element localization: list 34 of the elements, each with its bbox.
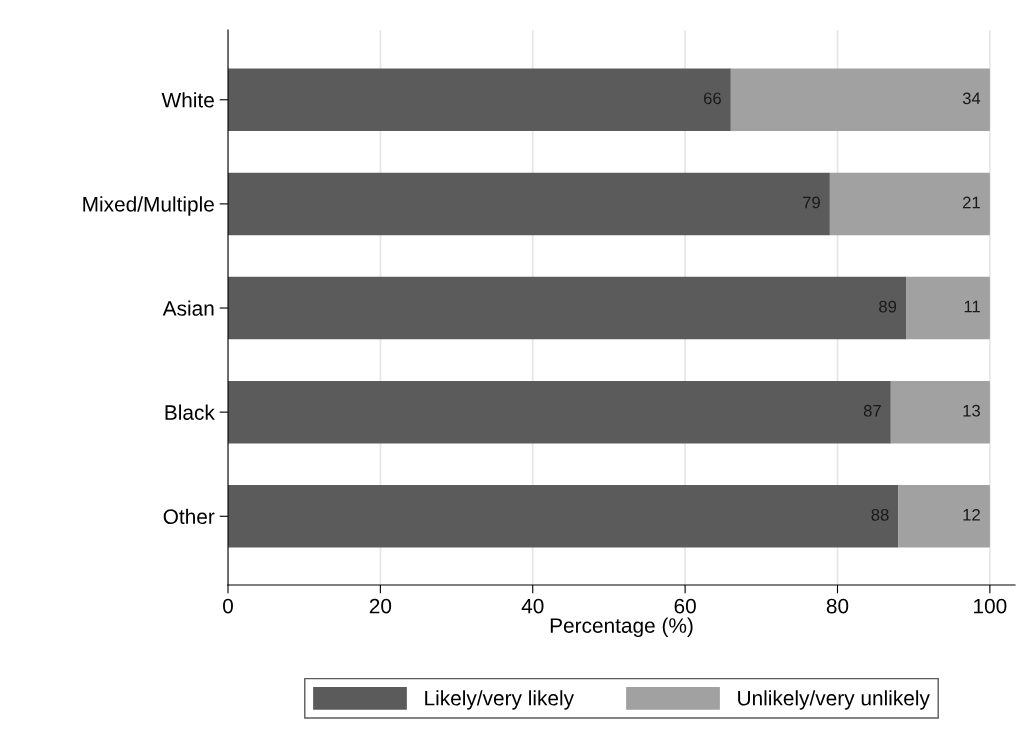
x-tick-label: 100	[974, 598, 1007, 614]
bar	[906, 276, 990, 340]
bar	[228, 380, 891, 444]
y-tick-label: White	[161, 92, 214, 108]
data-label: 21	[963, 196, 980, 209]
y-tick-label: Asian	[162, 300, 214, 316]
bar	[228, 485, 899, 548]
data-label: 34	[962, 92, 981, 105]
bar	[228, 172, 830, 236]
x-tick-label: 0	[223, 598, 233, 614]
y-tick-label: Black	[165, 404, 215, 420]
data-label: 11	[964, 300, 980, 313]
bar	[730, 68, 990, 131]
x-tick-label: 60	[674, 598, 696, 614]
x-axis-title: Percentage (%)	[550, 617, 693, 638]
y-tick-label: Other	[163, 508, 215, 525]
bar	[890, 380, 990, 444]
bar	[228, 68, 731, 131]
bar	[898, 485, 990, 548]
bar	[228, 276, 907, 340]
data-label: 87	[863, 404, 881, 417]
data-label: 66	[703, 92, 721, 105]
x-tick-label: 80	[826, 598, 849, 614]
data-label: 79	[803, 196, 820, 209]
legend-label: Unlikely/very unlikely	[738, 690, 930, 710]
x-tick-label: 40	[521, 598, 544, 614]
x-tick-label: 20	[369, 598, 392, 614]
y-tick-label: Mixed/Multiple	[83, 196, 214, 216]
data-label: 13	[963, 404, 980, 417]
data-label: 12	[963, 508, 980, 521]
bar	[829, 172, 990, 236]
legend-label: Likely/very likely	[425, 690, 574, 710]
data-label: 89	[879, 300, 897, 313]
data-label: 88	[871, 508, 889, 521]
